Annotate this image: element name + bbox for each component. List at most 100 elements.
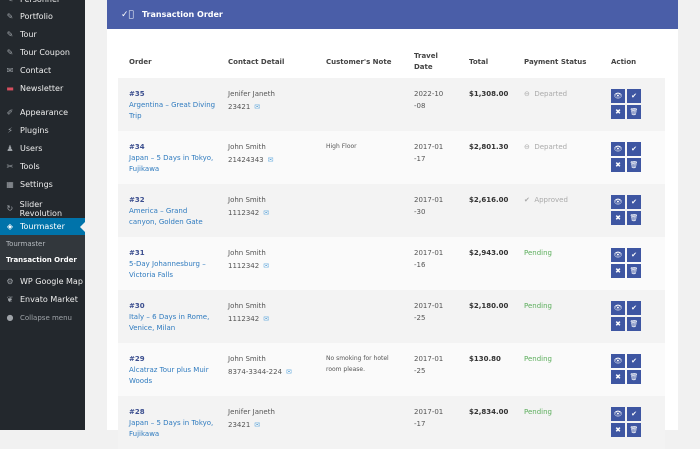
check-icon: ✔ [631, 251, 637, 259]
approve-button[interactable]: ✔ [627, 354, 641, 368]
email-icon[interactable]: ✉ [286, 368, 292, 376]
delete-button[interactable]: 🗑 [627, 105, 641, 119]
order-id-link[interactable]: #35 [129, 90, 145, 98]
payment-status: Pending [524, 408, 552, 416]
customer-name: Jenifer Janeth [228, 90, 275, 98]
sidebar-item-plugins[interactable]: ⚡ Plugins [0, 122, 85, 139]
sidebar-item-label: Settings [20, 180, 53, 189]
delete-button[interactable]: 🗑 [627, 158, 641, 172]
order-id-link[interactable]: #29 [129, 355, 145, 363]
approve-button[interactable]: ✔ [627, 407, 641, 421]
approve-button[interactable]: ✔ [627, 89, 641, 103]
view-button[interactable]: 👁 [611, 195, 625, 209]
email-icon[interactable]: ✉ [254, 421, 261, 429]
reject-button[interactable]: ✖ [611, 370, 625, 384]
trash-icon: 🗑 [629, 320, 639, 328]
order-id-link[interactable]: #30 [129, 302, 145, 310]
submenu-item-transaction-order[interactable]: Transaction Order [6, 256, 77, 264]
travel-date: 2017-01-25 [414, 355, 444, 375]
view-button[interactable]: 👁 [611, 354, 625, 368]
delete-button[interactable]: 🗑 [627, 423, 641, 437]
approve-button[interactable]: ✔ [627, 301, 641, 315]
view-button[interactable]: 👁 [611, 142, 625, 156]
sidebar-item-slider-revolution[interactable]: ↻ Slider Revolution [0, 200, 85, 218]
newsletter-icon: ▬ [6, 84, 14, 93]
sidebar-item-portfolio[interactable]: ✎ Portfolio [0, 8, 85, 25]
tour-name-link[interactable]: Japan – 5 Days in Tokyo, Fujikawa [129, 154, 214, 173]
order-total: $2,943.00 [469, 249, 509, 257]
sidebar-item-tourmaster[interactable]: ◈ Tourmaster [0, 218, 85, 235]
tour-name-link[interactable]: Argentina – Great Diving Trip [129, 101, 216, 120]
approve-button[interactable]: ✔ [627, 142, 641, 156]
reject-button[interactable]: ✖ [611, 105, 625, 119]
reject-button[interactable]: ✖ [611, 317, 625, 331]
view-button[interactable]: 👁 [611, 407, 625, 421]
email-icon[interactable]: ✉ [263, 315, 270, 323]
sidebar-item-settings[interactable]: ▦ Settings [0, 176, 85, 193]
sidebar-item-label: Envato Market [20, 295, 78, 304]
reject-button[interactable]: ✖ [611, 158, 625, 172]
payment-status: Pending [524, 355, 552, 363]
table-row: #29 Alcatraz Tour plus Muir Woods John S… [118, 343, 665, 396]
eye-icon: 👁 [613, 145, 623, 153]
view-button[interactable]: 👁 [611, 89, 625, 103]
sidebar-item-tour-coupon[interactable]: ✎ Tour Coupon [0, 44, 85, 61]
payment-status: Approved [534, 196, 568, 204]
sidebar-item-envato-market[interactable]: ❦ Envato Market [0, 291, 85, 308]
payment-status: Departed [534, 90, 568, 98]
email-icon[interactable]: ✉ [263, 262, 270, 270]
sidebar-item-label: Users [20, 144, 43, 153]
pin-icon: ✎ [6, 30, 14, 39]
delete-button[interactable]: 🗑 [627, 370, 641, 384]
view-button[interactable]: 👁 [611, 301, 625, 315]
status-icon: ⊖ [524, 90, 535, 98]
sidebar-item-tools[interactable]: ✂ Tools [0, 158, 85, 175]
travel-date: 2017-01-17 [414, 143, 444, 163]
email-icon[interactable]: ✉ [267, 156, 274, 164]
sidebar-item-appearance[interactable]: ✐ Appearance [0, 104, 85, 121]
delete-button[interactable]: 🗑 [627, 264, 641, 278]
check-circle-icon: ✓⃝ [121, 9, 134, 20]
order-id-link[interactable]: #32 [129, 196, 145, 204]
order-id-link[interactable]: #34 [129, 143, 145, 151]
sidebar-item-label: Tourmaster [20, 222, 65, 231]
check-icon: ✔ [631, 304, 637, 312]
sidebar-item-tour[interactable]: ✎ Tour [0, 26, 85, 43]
approve-button[interactable]: ✔ [627, 248, 641, 262]
submenu-item-tourmaster[interactable]: Tourmaster [6, 240, 46, 248]
reject-button[interactable]: ✖ [611, 211, 625, 225]
tour-name-link[interactable]: America – Grand canyon, Golden Gate [129, 207, 203, 226]
payment-status: Pending [524, 249, 552, 257]
eye-icon: 👁 [613, 357, 623, 365]
sidebar-item-users[interactable]: ♟ Users [0, 140, 85, 157]
refresh-icon: ↻ [6, 204, 14, 213]
sidebar-item-contact[interactable]: ✉ Contact [0, 62, 85, 79]
email-icon[interactable]: ✉ [263, 209, 270, 217]
delete-button[interactable]: 🗑 [627, 211, 641, 225]
table-row: #31 5-Day Johannesburg – Victoria Falls … [118, 237, 665, 290]
sidebar-item-newsletter[interactable]: ▬ Newsletter [0, 80, 85, 97]
sidebar-item-wp-google-map[interactable]: ⚙ WP Google Map [0, 273, 85, 290]
check-icon: ✔ [631, 145, 637, 153]
sidebar-item-collapse-menu[interactable]: ● Collapse menu [0, 309, 85, 326]
reject-button[interactable]: ✖ [611, 264, 625, 278]
tour-name-link[interactable]: Japan – 5 Days in Tokyo, Fujikawa [129, 419, 214, 438]
panel-header: ✓⃝ Transaction Order [107, 0, 678, 29]
tour-name-link[interactable]: 5-Day Johannesburg – Victoria Falls [129, 260, 206, 279]
column-header-contact-detail: Contact Detail [228, 58, 285, 66]
order-id-link[interactable]: #28 [129, 408, 145, 416]
eye-icon: 👁 [613, 410, 623, 418]
tour-name-link[interactable]: Italy – 6 Days in Rome, Venice, Milan [129, 313, 210, 332]
email-icon[interactable]: ✉ [254, 103, 261, 111]
tourmaster-icon: ◈ [6, 222, 14, 231]
close-icon: ✖ [615, 214, 621, 222]
tour-name-link[interactable]: Alcatraz Tour plus Muir Woods [129, 366, 209, 385]
approve-button[interactable]: ✔ [627, 195, 641, 209]
customer-phone: 23421 [228, 421, 251, 429]
reject-button[interactable]: ✖ [611, 423, 625, 437]
delete-button[interactable]: 🗑 [627, 317, 641, 331]
view-button[interactable]: 👁 [611, 248, 625, 262]
customer-name: Jenifer Janeth [228, 408, 275, 416]
sidebar-item-personnel[interactable]: ✎ Personnel [0, 0, 85, 8]
order-id-link[interactable]: #31 [129, 249, 145, 257]
